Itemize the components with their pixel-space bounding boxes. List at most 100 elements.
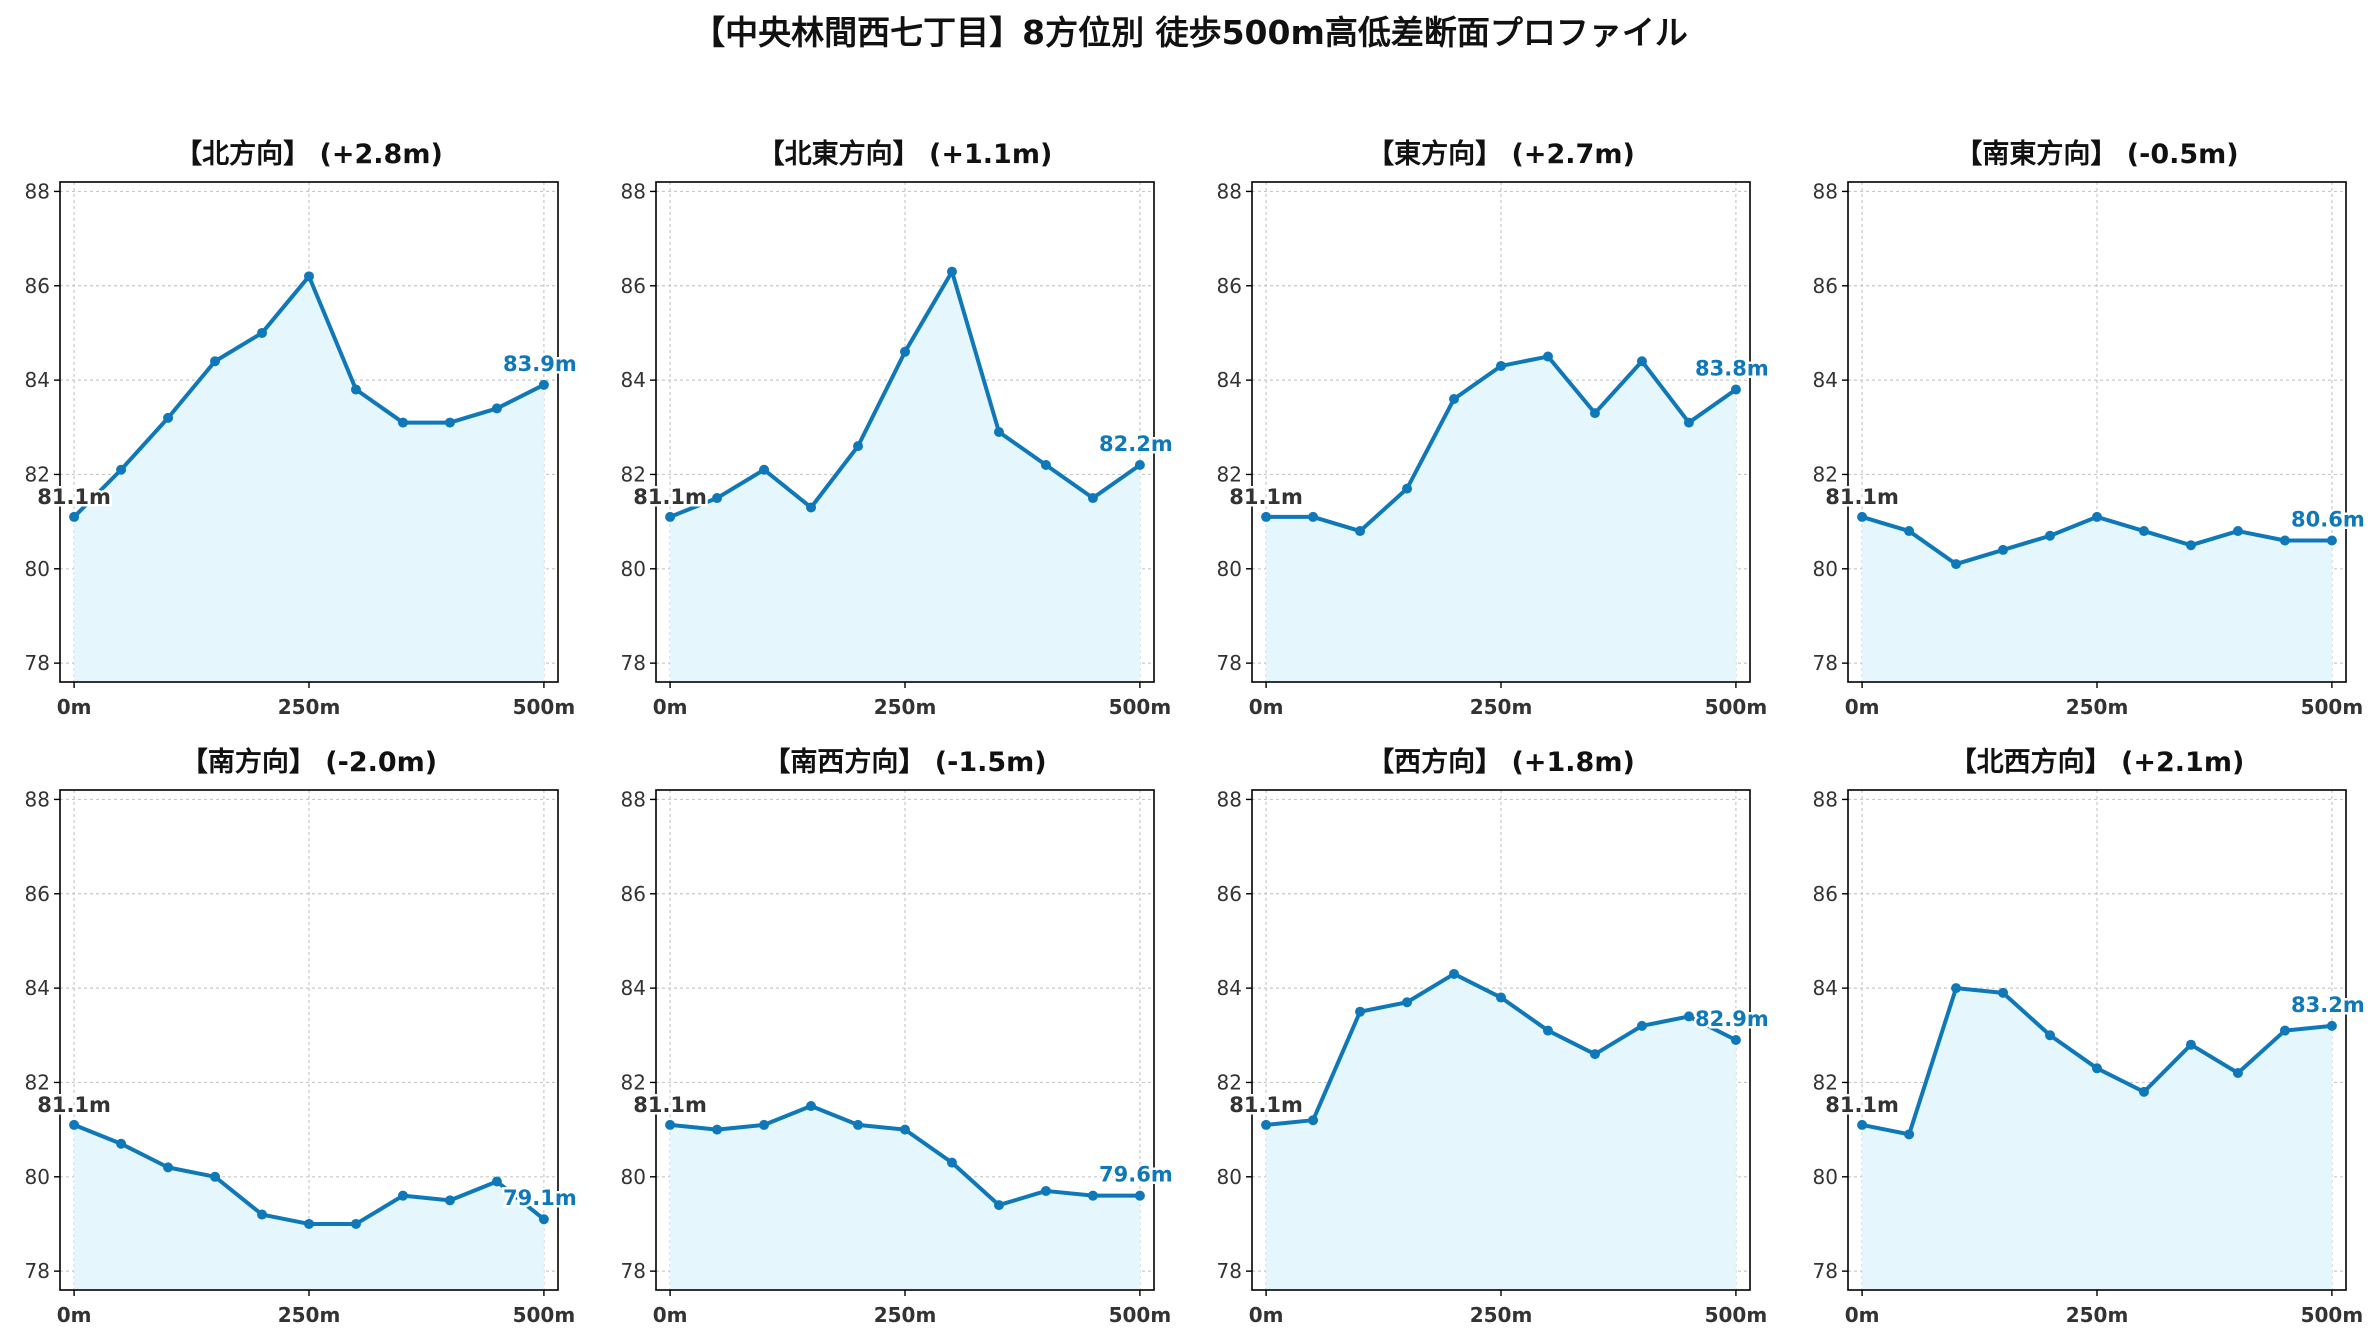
data-point: [853, 441, 864, 452]
data-point: [1589, 1049, 1600, 1060]
data-point: [491, 403, 502, 414]
y-tick-label: 84: [621, 368, 646, 392]
start-value-label: 81.1m: [1825, 1093, 1899, 1117]
y-tick-label: 78: [1217, 651, 1242, 675]
data-point: [397, 417, 408, 428]
x-tick-label: 0m: [57, 695, 92, 719]
x-tick-label: 250m: [874, 1303, 937, 1327]
data-point: [444, 417, 455, 428]
data-point: [210, 1171, 221, 1182]
x-tick-label: 250m: [2066, 1303, 2129, 1327]
data-point: [538, 379, 549, 390]
data-point: [304, 1218, 314, 1229]
y-tick-label: 86: [1217, 882, 1242, 906]
y-tick-label: 82: [621, 1070, 646, 1094]
data-point: [2185, 1039, 2196, 1050]
y-tick-label: 82: [25, 462, 50, 486]
panel-title: 【北東方向】 (+1.1m): [758, 138, 1053, 170]
x-tick-label: 500m: [1705, 695, 1768, 719]
y-tick-label: 78: [1813, 1259, 1838, 1283]
data-point: [163, 1162, 174, 1173]
x-tick-label: 0m: [57, 1303, 92, 1327]
data-point: [2326, 535, 2337, 546]
y-tick-label: 80: [1813, 557, 1838, 581]
data-point: [1636, 1020, 1647, 1031]
data-point: [1998, 987, 2009, 998]
y-tick-label: 78: [25, 1259, 50, 1283]
panel-title: 【北方向】 (+2.8m): [175, 138, 443, 170]
y-tick-label: 80: [1217, 557, 1242, 581]
data-point: [1998, 544, 2009, 555]
data-point: [759, 464, 770, 475]
data-point: [1087, 1190, 1098, 1201]
y-tick-label: 88: [25, 179, 50, 203]
y-tick-label: 82: [1217, 1070, 1242, 1094]
start-value-label: 81.1m: [37, 485, 111, 509]
y-tick-label: 82: [1813, 1070, 1838, 1094]
data-point: [2326, 1020, 2337, 1031]
chart-panel: 【東方向】 (+2.7m) 78 80 82 84 86 88 0m 250m 500m 81.1m…: [1217, 138, 1772, 719]
y-tick-label: 82: [25, 1070, 50, 1094]
y-tick-label: 86: [1217, 274, 1242, 298]
start-value-label: 81.1m: [1229, 1093, 1303, 1117]
y-tick-label: 78: [1813, 651, 1838, 675]
data-point: [1951, 559, 1962, 570]
data-point: [257, 327, 268, 338]
data-point: [1402, 483, 1413, 494]
data-point: [900, 346, 910, 357]
y-tick-label: 86: [621, 274, 646, 298]
data-point: [1449, 968, 1460, 979]
data-point: [665, 511, 676, 522]
panel-title: 【東方向】 (+2.7m): [1367, 138, 1635, 170]
data-point: [806, 502, 817, 513]
data-point: [1449, 393, 1460, 404]
data-point: [2045, 1030, 2056, 1041]
start-value-label: 81.1m: [1229, 485, 1303, 509]
end-value-label: 79.6m: [1099, 1163, 1173, 1187]
data-point: [1496, 360, 1506, 371]
data-point: [712, 493, 723, 504]
x-tick-label: 250m: [874, 695, 937, 719]
x-tick-label: 500m: [1109, 1303, 1172, 1327]
x-tick-label: 250m: [1470, 695, 1533, 719]
data-point: [116, 464, 127, 475]
panel-title: 【南方向】 (-2.0m): [181, 746, 437, 778]
end-value-label: 83.2m: [2291, 993, 2365, 1017]
data-point: [2138, 526, 2149, 537]
y-tick-label: 82: [621, 462, 646, 486]
data-point: [163, 412, 174, 423]
y-tick-label: 86: [25, 274, 50, 298]
x-tick-label: 0m: [1845, 1303, 1880, 1327]
area-fill: [1862, 988, 2332, 1290]
data-point: [1308, 511, 1319, 522]
data-point: [806, 1101, 817, 1112]
data-point: [1636, 356, 1647, 367]
data-point: [2279, 535, 2290, 546]
data-point: [538, 1214, 549, 1225]
y-tick-label: 86: [1813, 274, 1838, 298]
end-value-label: 83.9m: [503, 352, 577, 376]
data-point: [2138, 1086, 2149, 1097]
y-tick-label: 84: [1217, 976, 1242, 1000]
data-point: [759, 1119, 770, 1130]
x-tick-label: 500m: [1109, 695, 1172, 719]
end-value-label: 82.2m: [1099, 432, 1173, 456]
data-point: [1542, 1025, 1553, 1036]
figure-title: 【中央林間西七丁目】8方位別 徒歩500m高低差断面プロファイル: [692, 13, 1688, 52]
data-point: [2092, 511, 2102, 522]
x-tick-label: 250m: [1470, 1303, 1533, 1327]
chart-panel: 【北西方向】 (+2.1m) 78 80 82 84 86 88 0m 250m 500m 81.1…: [1813, 746, 2368, 1327]
chart-panel: 【南東方向】 (-0.5m) 78 80 82 84 86 88 0m 250m 500m 81.1…: [1813, 138, 2368, 719]
data-point: [665, 1119, 676, 1130]
chart-panel: 【北方向】 (+2.8m) 78 80 82 84 86 88 0m 250m 500m 81.1m…: [25, 138, 580, 719]
chart-panel: 【西方向】 (+1.8m) 78 80 82 84 86 88 0m 250m 500m 81.1m…: [1217, 746, 1772, 1327]
data-point: [491, 1176, 502, 1187]
y-tick-label: 84: [25, 976, 50, 1000]
data-point: [1730, 1035, 1741, 1045]
data-point: [993, 1200, 1004, 1211]
data-point: [1904, 526, 1915, 537]
y-tick-label: 80: [1813, 1165, 1838, 1189]
x-tick-label: 500m: [2301, 695, 2364, 719]
data-point: [444, 1195, 455, 1206]
